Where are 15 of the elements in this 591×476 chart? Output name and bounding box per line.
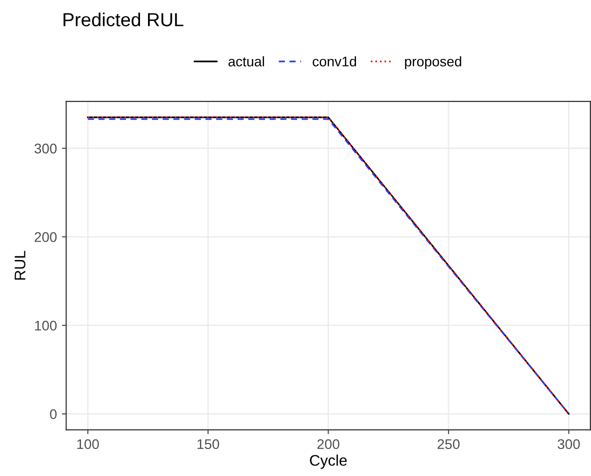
chart-title: Predicted RUL bbox=[64, 12, 184, 26]
y-axis-title: RUL bbox=[14, 250, 26, 280]
legend-label: proposed bbox=[405, 56, 462, 70]
x-tick-label: 300 bbox=[558, 439, 580, 450]
x-axis-title: Cycle bbox=[310, 454, 347, 469]
x-tick-label: 250 bbox=[438, 439, 460, 450]
y-tick-label: 100 bbox=[35, 320, 57, 331]
y-tick-label: 0 bbox=[50, 409, 57, 420]
y-tick-label: 300 bbox=[34, 144, 57, 154]
legend-label: conv1d bbox=[312, 56, 356, 66]
legend-label: actual bbox=[228, 56, 264, 66]
y-tick-label: 200 bbox=[34, 232, 57, 242]
x-tick-label: 100 bbox=[77, 439, 99, 450]
x-tick-label: 200 bbox=[317, 439, 340, 450]
x-tick-label: 150 bbox=[198, 439, 220, 450]
